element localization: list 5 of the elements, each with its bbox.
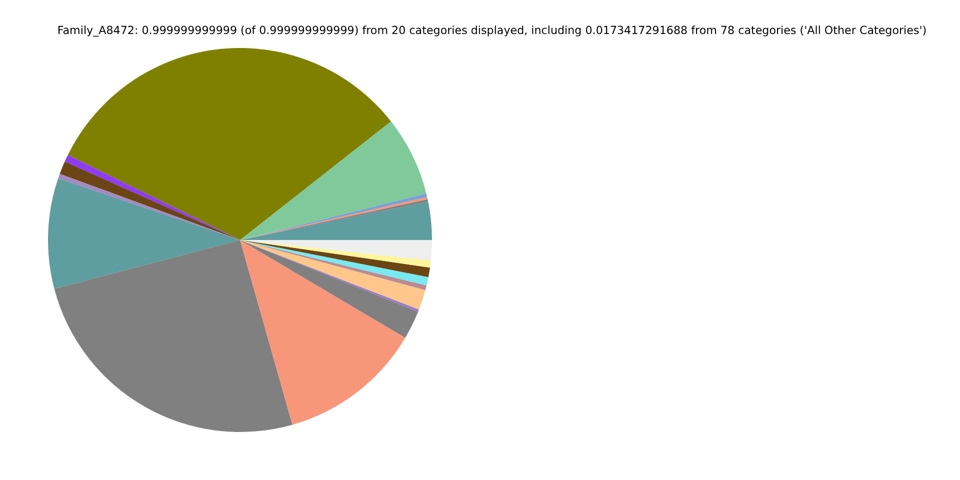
text: Family_A8472: 0.999999999999 (of 0.999999999999) from 20 categories displayed, including 0.0173417291688 from 78 categories ('All Other Categories') [57, 24, 927, 37]
pie-slice [240, 240, 406, 425]
pie-slice [240, 121, 426, 240]
pie-slice [240, 240, 432, 260]
pie-slice [68, 48, 391, 240]
